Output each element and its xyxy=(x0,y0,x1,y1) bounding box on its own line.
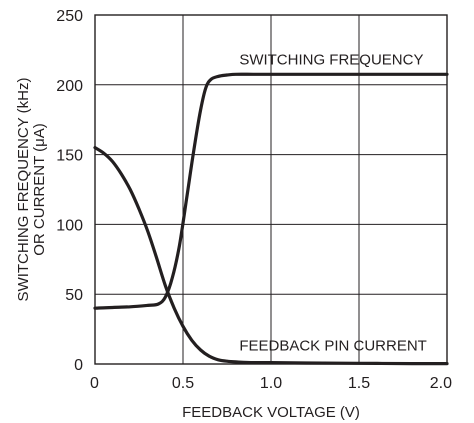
switching-frequency-line xyxy=(93,72,449,310)
x-tick-label: 0 xyxy=(90,375,99,392)
x-tick-label: 1.5 xyxy=(348,375,370,392)
y-tick-label: 200 xyxy=(56,78,83,95)
x-tick-label: 2.0 xyxy=(430,375,452,392)
x-tick-label: 0.5 xyxy=(172,375,194,392)
tick-labels: 0 0.5 1.0 1.5 2.0 0 50 100 150 200 250 xyxy=(56,8,452,392)
y-tick-label: 250 xyxy=(56,8,83,25)
y-axis-title: SWITCHING FREQUENCY (kHz) OR CURRENT (μA… xyxy=(15,78,48,302)
y-tick-label: 100 xyxy=(56,217,83,234)
y-tick-label: 50 xyxy=(65,287,83,304)
annotation-feedback-pin-current: FEEDBACK PIN CURRENT xyxy=(239,337,427,354)
y-axis-title-line-1: SWITCHING FREQUENCY (kHz) xyxy=(15,78,32,302)
series-lines xyxy=(93,72,449,366)
x-axis-title: FEEDBACK VOLTAGE (V) xyxy=(182,404,360,421)
y-axis-title-line-2: OR CURRENT (μA) xyxy=(31,123,48,256)
y-tick-label: 150 xyxy=(56,148,83,165)
annotation-switching-frequency: SWITCHING FREQUENCY xyxy=(239,51,423,68)
x-tick-label: 1.0 xyxy=(260,375,282,392)
y-tick-label: 0 xyxy=(74,357,83,374)
feedback-pin-current-line xyxy=(93,146,449,366)
